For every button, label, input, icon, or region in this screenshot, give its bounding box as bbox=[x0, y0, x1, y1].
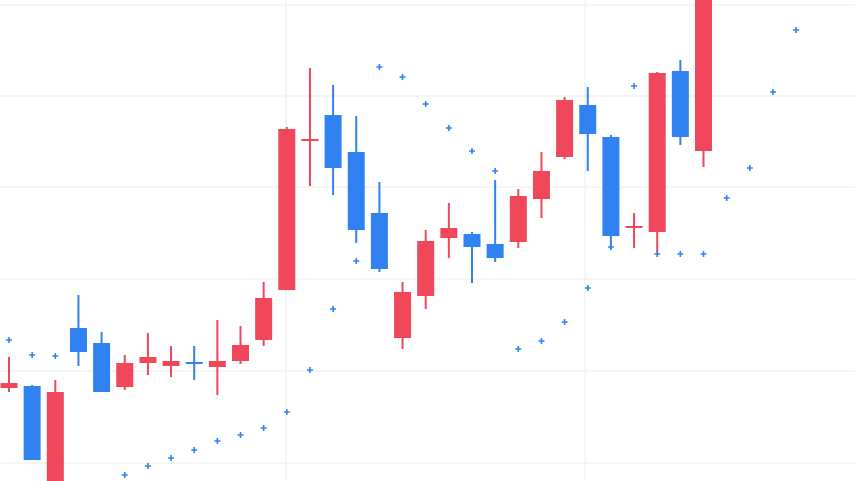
sar-marker bbox=[538, 338, 545, 344]
sar-marker bbox=[677, 251, 684, 257]
sar-marker bbox=[191, 447, 198, 453]
candle-body bbox=[139, 357, 157, 363]
candle-body bbox=[556, 100, 574, 157]
sar-marker bbox=[306, 367, 313, 373]
sar-marker bbox=[376, 64, 383, 70]
candle-body bbox=[347, 152, 365, 230]
candle-body bbox=[69, 328, 87, 352]
sar-marker bbox=[422, 101, 429, 107]
candle-body bbox=[463, 234, 481, 247]
candle-body bbox=[162, 361, 180, 366]
candle-body bbox=[579, 105, 597, 134]
candle-body bbox=[301, 139, 319, 141]
candle-body bbox=[23, 386, 41, 460]
candle-body bbox=[116, 363, 134, 387]
sar-marker bbox=[469, 148, 475, 154]
candle-body bbox=[93, 343, 111, 392]
candle-body bbox=[208, 361, 226, 367]
sar-marker bbox=[237, 432, 244, 438]
candle-body bbox=[625, 226, 643, 228]
candle-body bbox=[0, 383, 18, 388]
sar-marker bbox=[700, 251, 707, 257]
candle-body bbox=[417, 241, 435, 296]
candle-body bbox=[46, 392, 64, 481]
sar-marker bbox=[654, 251, 661, 257]
sar-marker bbox=[607, 244, 614, 250]
candle-body bbox=[671, 71, 689, 137]
sar-marker bbox=[283, 409, 290, 415]
sar-marker bbox=[121, 472, 128, 478]
sar-marker bbox=[445, 125, 452, 131]
sar-marker bbox=[746, 165, 753, 171]
candle-body bbox=[255, 298, 273, 340]
sar-marker bbox=[793, 27, 800, 33]
sar-marker bbox=[52, 353, 59, 359]
sar-marker bbox=[330, 306, 337, 312]
sar-marker bbox=[561, 319, 568, 325]
sar-marker bbox=[353, 258, 360, 264]
candle-body bbox=[185, 362, 203, 364]
candle-body bbox=[602, 137, 620, 236]
candle-body bbox=[486, 244, 504, 258]
candle-body bbox=[324, 115, 342, 168]
sar-marker bbox=[399, 74, 406, 80]
candle-body bbox=[370, 213, 388, 269]
candle-body bbox=[532, 171, 550, 199]
candle-body bbox=[232, 345, 249, 361]
candle-body bbox=[440, 228, 458, 238]
sar-marker bbox=[6, 337, 12, 343]
candle-body bbox=[695, 0, 712, 151]
sar-marker bbox=[144, 463, 151, 469]
sar-marker bbox=[168, 455, 175, 461]
sar-marker bbox=[769, 89, 776, 95]
candle-body bbox=[509, 196, 527, 242]
sar-marker bbox=[260, 425, 267, 431]
sar-marker bbox=[515, 346, 522, 352]
sar-marker bbox=[214, 438, 221, 444]
candle-body bbox=[648, 73, 666, 232]
sar-marker bbox=[492, 168, 499, 174]
sar-marker bbox=[631, 83, 638, 89]
sar-marker bbox=[723, 195, 730, 201]
sar-marker bbox=[29, 352, 36, 358]
candle-body bbox=[278, 129, 296, 290]
sar-marker bbox=[584, 285, 591, 291]
candle-body bbox=[394, 292, 412, 338]
